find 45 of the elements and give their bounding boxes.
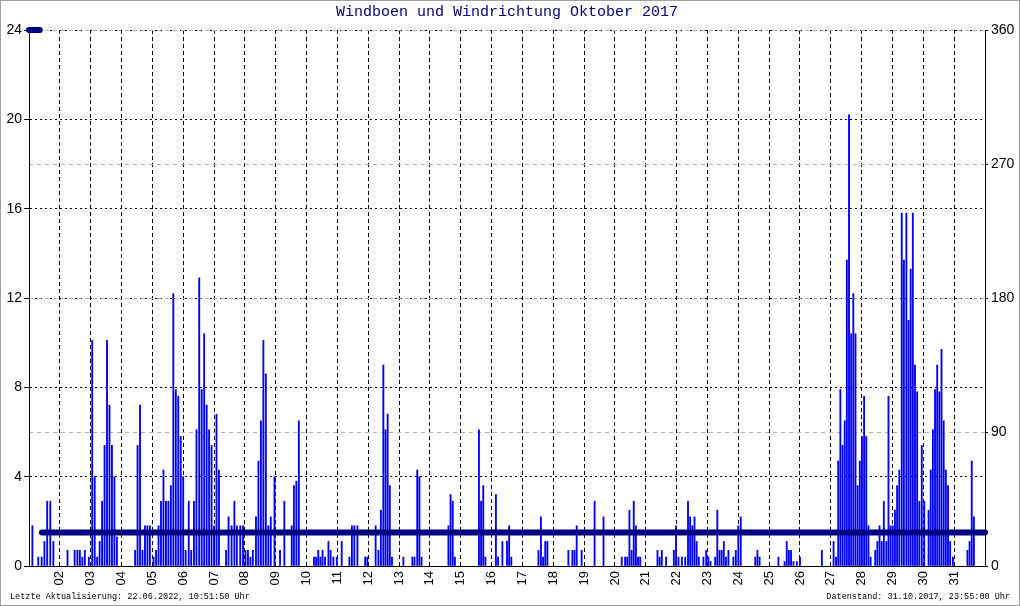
x-tick-label: 22 [668,571,684,586]
x-tick-label: 25 [760,571,776,586]
y-tick-label: 20 [6,110,23,127]
x-tick-label: 21 [637,571,653,586]
x-tick-label: 09 [267,571,283,586]
y-tick-label: 4 [14,467,23,484]
y2-tick-label: 360 [991,20,1015,37]
x-tick-label: 05 [143,571,159,586]
chart-title: Windboen und Windrichtung Oktober 2017 [334,4,680,22]
x-tick-label: 08 [236,571,252,586]
y2-tick-label: 0 [991,556,999,573]
y-tick-label: 0 [14,556,23,573]
x-tick-label: 10 [298,571,314,586]
y2-tick-label: 270 [991,154,1015,171]
x-tick-label: 03 [82,571,98,586]
x-tick-label: 31 [945,571,961,586]
x-tick-label: 14 [421,571,437,586]
x-tick-label: 26 [791,571,807,586]
x-tick-label: 18 [544,571,560,586]
y-tick-label: 8 [14,378,23,395]
x-tick-label: 04 [113,571,129,586]
y2-tick-label: 180 [991,288,1015,305]
x-tick-label: 06 [174,571,190,586]
x-tick-label: 23 [699,571,715,586]
y2-tick-label: 90 [991,422,1007,439]
x-tick-label: 29 [884,571,900,586]
x-tick-label: 13 [390,571,406,586]
text: Letzte Aktualisierung: 22.06.2022, 10:51:50 Uhr [10,592,250,603]
y-tick-label: 12 [6,288,23,305]
x-tick-label: 30 [914,571,930,586]
x-tick-label: 19 [575,571,591,586]
y-tick-label: 24 [6,20,23,37]
x-tick-label: 16 [483,571,499,586]
text: Datenstand: 31.10.2017, 23:55:00 Uhr [826,592,1010,603]
x-tick-label: 27 [822,571,838,586]
x-tick-label: 20 [606,571,622,586]
x-tick-label: 07 [205,571,221,586]
y-tick-label: 16 [6,199,23,216]
x-tick-label: 17 [514,571,529,586]
x-tick-label: 11 [328,571,344,585]
x-tick-label: 28 [853,571,869,586]
x-tick-label: 12 [359,571,375,586]
x-tick-label: 24 [729,571,745,586]
x-tick-label: 02 [51,571,67,586]
x-tick-label: 15 [452,571,468,586]
